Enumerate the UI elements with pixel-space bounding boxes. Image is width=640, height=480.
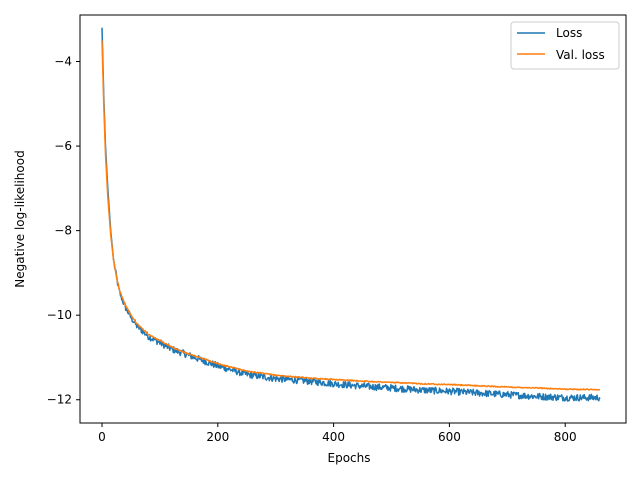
y-tick-label: −12 [47, 393, 72, 407]
y-tick-label: −4 [54, 55, 72, 69]
legend-label-loss: Loss [556, 26, 582, 40]
x-tick-label: 200 [206, 430, 229, 444]
legend-label-val-loss: Val. loss [556, 48, 605, 62]
y-tick-label: −8 [54, 224, 72, 238]
x-axis-label: Epochs [328, 451, 371, 465]
x-tick-label: 600 [438, 430, 461, 444]
y-tick-label: −10 [47, 308, 72, 322]
legend: Loss Val. loss [511, 22, 619, 69]
y-tick-label: −6 [54, 139, 72, 153]
x-tick-label: 0 [98, 430, 106, 444]
plot-area [80, 15, 626, 423]
y-axis-label: Negative log-likelihood [13, 150, 27, 287]
x-tick-label: 400 [322, 430, 345, 444]
x-tick-label: 800 [554, 430, 577, 444]
